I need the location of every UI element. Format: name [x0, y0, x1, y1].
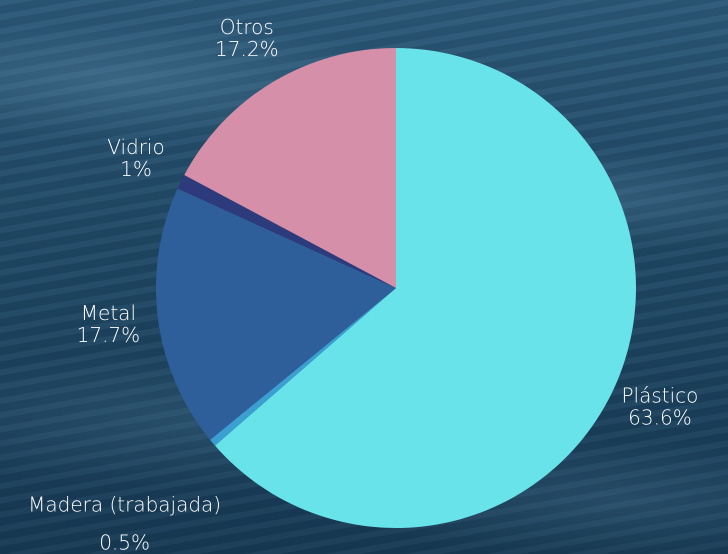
slice-value-label: 0.5% — [99, 530, 150, 554]
slice-label: Plástico — [621, 384, 698, 408]
slice-value-label: 1% — [120, 157, 152, 181]
slice-label: Madera (trabajada) — [28, 492, 221, 516]
slice-label: Metal — [81, 301, 136, 325]
chart: Plástico63.6% Madera (trabajada) 0.5% Metal… — [0, 0, 728, 554]
slice-value-label: 17.7% — [77, 323, 141, 347]
slice-label: Vidrio — [107, 135, 165, 159]
slice-value-label: 63.6% — [628, 406, 692, 430]
slice-label: Otros — [220, 15, 274, 39]
slice-value-label: 17.2% — [215, 37, 279, 61]
